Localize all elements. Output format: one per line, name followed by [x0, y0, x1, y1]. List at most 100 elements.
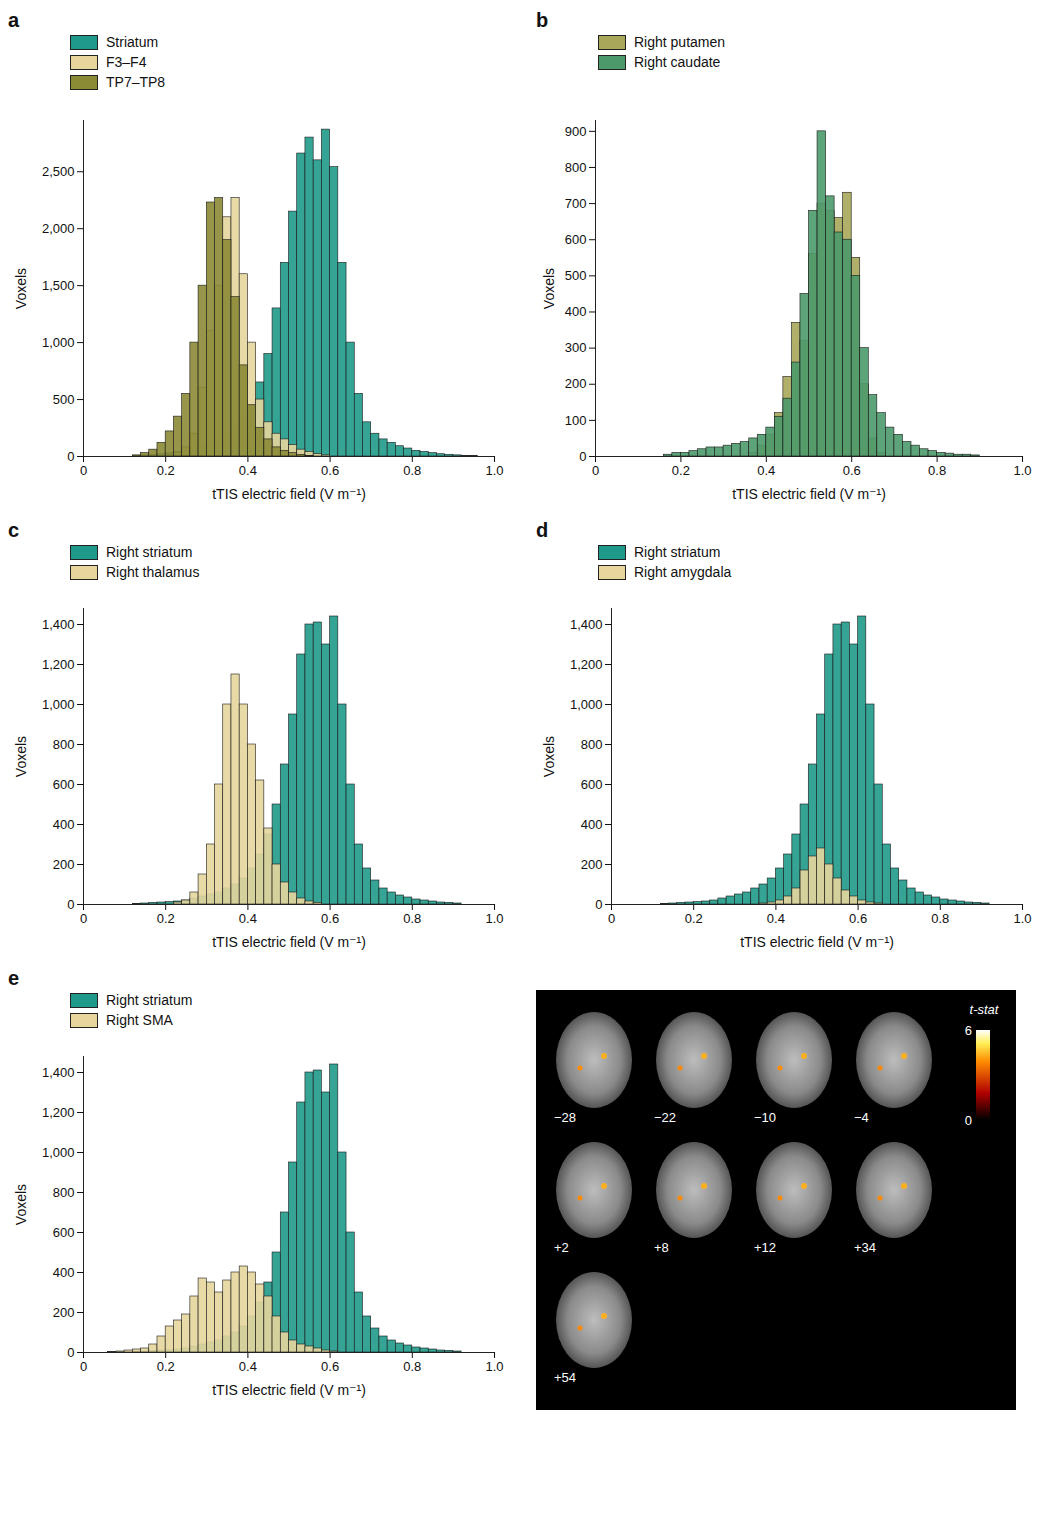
svg-text:0: 0 — [579, 449, 586, 464]
svg-text:Voxels: Voxels — [13, 1184, 29, 1225]
svg-text:0: 0 — [608, 911, 615, 926]
svg-text:Voxels: Voxels — [541, 268, 557, 309]
svg-text:1,000: 1,000 — [570, 697, 603, 712]
svg-text:tTIS electric field (V m⁻¹): tTIS electric field (V m⁻¹) — [212, 1382, 366, 1398]
html-text:Striatum: Striatum — [106, 34, 159, 50]
html-text:F3–F4: F3–F4 — [106, 54, 147, 70]
svg-text:200: 200 — [581, 857, 603, 872]
html-text:Right caudate: Right caudate — [634, 54, 721, 70]
svg-text:0: 0 — [80, 463, 87, 478]
svg-text:0.8: 0.8 — [403, 1359, 421, 1374]
svg-text:800: 800 — [53, 737, 75, 752]
svg-text:1.0: 1.0 — [1013, 463, 1031, 478]
svg-text:tTIS electric field (V m⁻¹): tTIS electric field (V m⁻¹) — [732, 486, 886, 502]
svg-text:900: 900 — [565, 123, 587, 138]
svg-text:500: 500 — [565, 268, 587, 283]
svg-text:+34: +34 — [854, 1240, 876, 1255]
svg-text:0: 0 — [67, 1345, 74, 1360]
svg-text:700: 700 — [565, 196, 587, 211]
svg-text:0.8: 0.8 — [931, 911, 949, 926]
svg-text:−28: −28 — [554, 1110, 576, 1125]
svg-text:800: 800 — [581, 737, 603, 752]
svg-text:−4: −4 — [854, 1110, 869, 1125]
svg-text:0.8: 0.8 — [403, 463, 421, 478]
svg-text:tTIS electric field (V m⁻¹): tTIS electric field (V m⁻¹) — [212, 486, 366, 502]
svg-text:+8: +8 — [654, 1240, 669, 1255]
svg-text:+2: +2 — [554, 1240, 569, 1255]
svg-text:0.8: 0.8 — [403, 911, 421, 926]
svg-text:1,500: 1,500 — [42, 278, 75, 293]
svg-text:0.2: 0.2 — [157, 463, 175, 478]
svg-text:0: 0 — [965, 1113, 972, 1128]
html-text:Right striatum: Right striatum — [634, 544, 721, 560]
svg-text:300: 300 — [565, 340, 587, 355]
svg-text:0: 0 — [67, 897, 74, 912]
svg-text:0.4: 0.4 — [767, 911, 785, 926]
svg-text:0.2: 0.2 — [157, 1359, 175, 1374]
svg-text:+12: +12 — [754, 1240, 776, 1255]
svg-text:−10: −10 — [754, 1110, 776, 1125]
svg-text:t-stat: t-stat — [970, 1002, 1000, 1017]
svg-text:0.6: 0.6 — [321, 463, 339, 478]
svg-text:200: 200 — [53, 1305, 75, 1320]
svg-text:1.0: 1.0 — [485, 911, 503, 926]
svg-text:1,000: 1,000 — [42, 1145, 75, 1160]
svg-text:0: 0 — [67, 449, 74, 464]
svg-text:1,200: 1,200 — [570, 657, 603, 672]
svg-text:0.2: 0.2 — [157, 911, 175, 926]
svg-text:1,200: 1,200 — [42, 657, 75, 672]
svg-text:tTIS electric field (V m⁻¹): tTIS electric field (V m⁻¹) — [212, 934, 366, 950]
svg-text:1,000: 1,000 — [42, 697, 75, 712]
svg-text:0.4: 0.4 — [239, 1359, 257, 1374]
svg-text:0.6: 0.6 — [849, 911, 867, 926]
svg-text:2,000: 2,000 — [42, 221, 75, 236]
svg-text:400: 400 — [565, 304, 587, 319]
svg-text:1,000: 1,000 — [42, 335, 75, 350]
html-text:Right striatum: Right striatum — [106, 544, 193, 560]
svg-text:0.6: 0.6 — [843, 463, 861, 478]
svg-text:0: 0 — [80, 911, 87, 926]
svg-text:0.6: 0.6 — [321, 911, 339, 926]
svg-text:6: 6 — [965, 1023, 972, 1038]
svg-text:0.6: 0.6 — [321, 1359, 339, 1374]
svg-text:600: 600 — [53, 1225, 75, 1240]
svg-text:1.0: 1.0 — [485, 463, 503, 478]
svg-text:400: 400 — [53, 1265, 75, 1280]
svg-text:1,400: 1,400 — [570, 617, 603, 632]
svg-text:0.2: 0.2 — [672, 463, 690, 478]
svg-text:0: 0 — [592, 463, 599, 478]
svg-text:0: 0 — [595, 897, 602, 912]
svg-text:600: 600 — [53, 777, 75, 792]
svg-text:0: 0 — [80, 1359, 87, 1374]
svg-text:1.0: 1.0 — [485, 1359, 503, 1374]
svg-text:600: 600 — [565, 232, 587, 247]
svg-text:100: 100 — [565, 413, 587, 428]
svg-text:1,400: 1,400 — [42, 1065, 75, 1080]
svg-text:2,500: 2,500 — [42, 164, 75, 179]
svg-text:tTIS electric field (V m⁻¹): tTIS electric field (V m⁻¹) — [740, 934, 894, 950]
svg-text:400: 400 — [53, 817, 75, 832]
svg-text:Voxels: Voxels — [13, 736, 29, 777]
svg-text:800: 800 — [53, 1185, 75, 1200]
svg-text:0.8: 0.8 — [928, 463, 946, 478]
svg-text:Voxels: Voxels — [13, 268, 29, 309]
svg-text:−22: −22 — [654, 1110, 676, 1125]
svg-text:0.2: 0.2 — [685, 911, 703, 926]
svg-text:1.0: 1.0 — [1013, 911, 1031, 926]
html-text:Right putamen: Right putamen — [634, 34, 726, 50]
svg-text:+54: +54 — [554, 1370, 576, 1385]
svg-text:200: 200 — [53, 857, 75, 872]
svg-text:1,200: 1,200 — [42, 1105, 75, 1120]
svg-text:0.4: 0.4 — [239, 911, 257, 926]
svg-text:500: 500 — [53, 392, 75, 407]
svg-text:1,400: 1,400 — [42, 617, 75, 632]
svg-text:400: 400 — [581, 817, 603, 832]
svg-text:0.4: 0.4 — [239, 463, 257, 478]
html-text:Right thalamus: Right thalamus — [106, 564, 200, 580]
html-text:TP7–TP8: TP7–TP8 — [106, 74, 166, 90]
svg-text:Voxels: Voxels — [541, 736, 557, 777]
svg-text:600: 600 — [581, 777, 603, 792]
svg-text:0.4: 0.4 — [757, 463, 775, 478]
svg-text:800: 800 — [565, 160, 587, 175]
svg-text:200: 200 — [565, 376, 587, 391]
